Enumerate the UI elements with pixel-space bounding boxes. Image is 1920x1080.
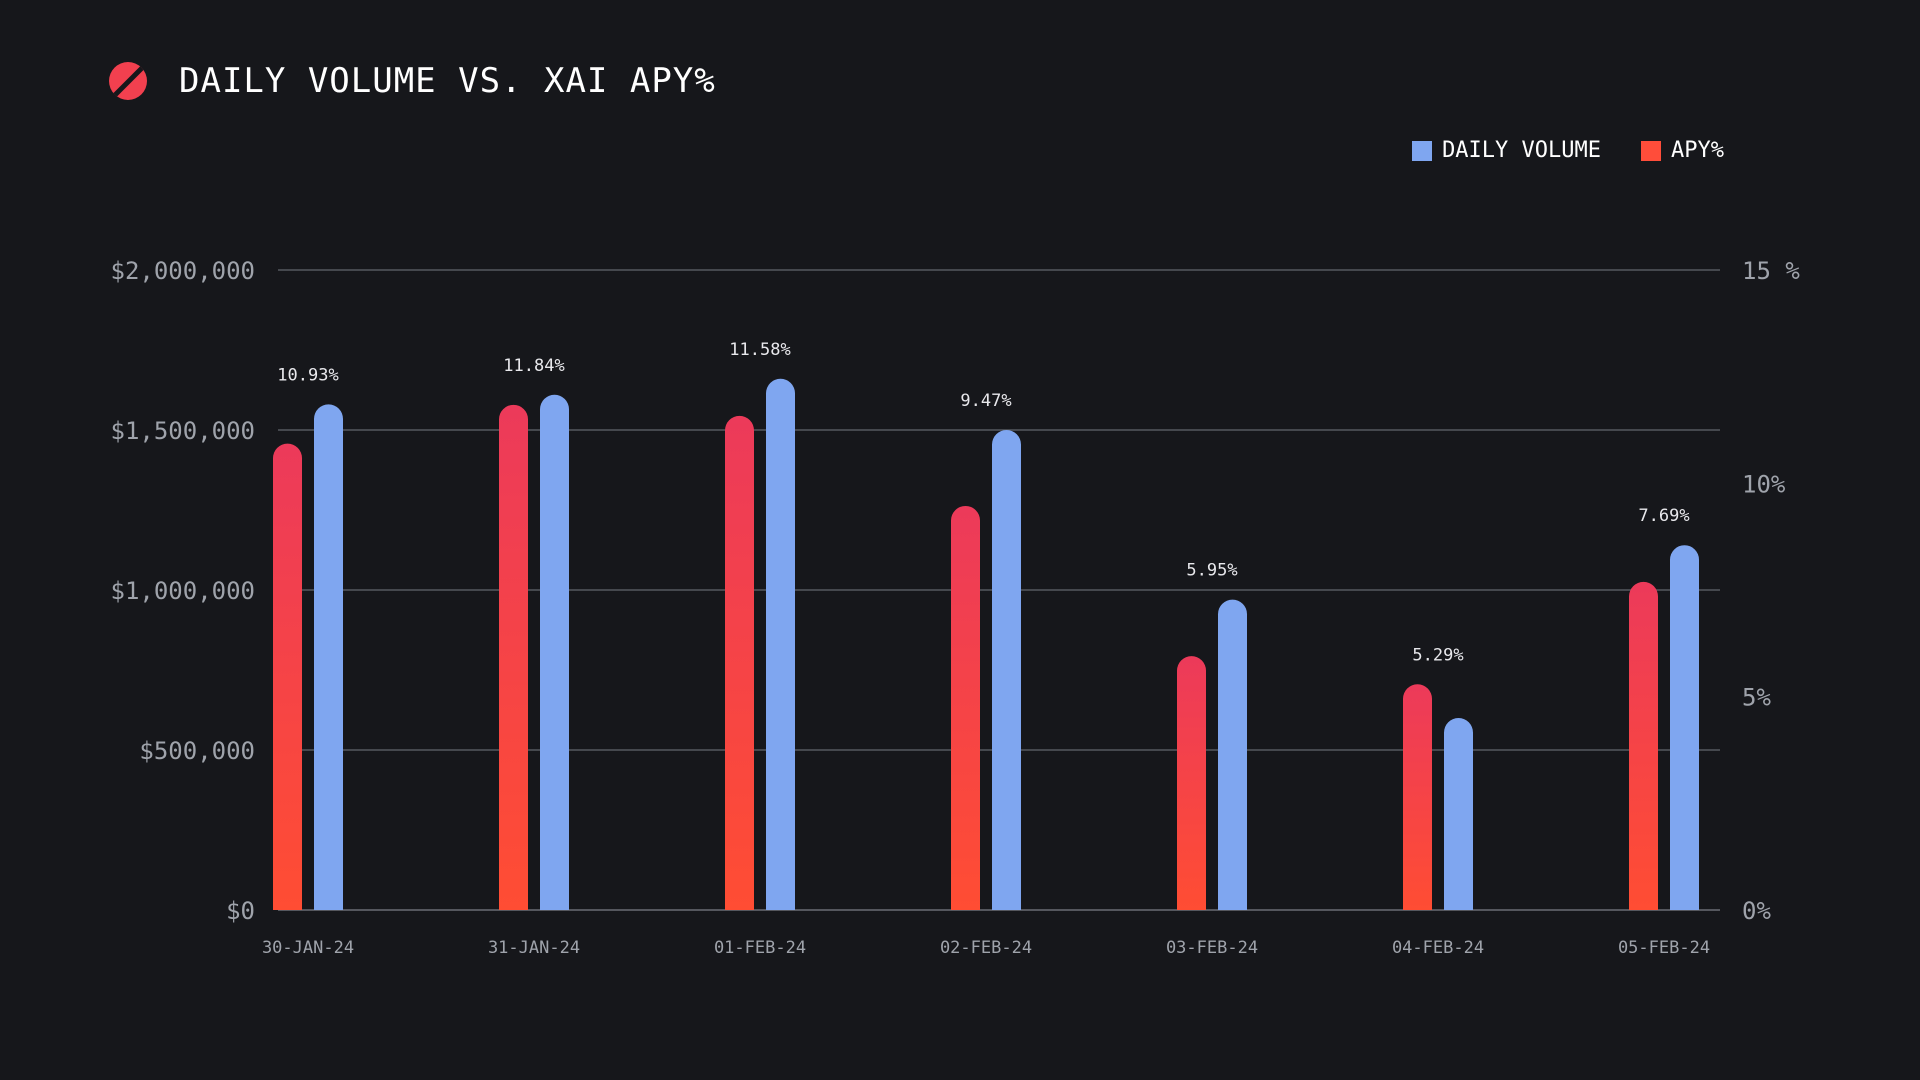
legend-item-apy[interactable]: APY% xyxy=(1641,138,1724,163)
volume-bar xyxy=(992,430,1021,910)
volume-bar xyxy=(1444,718,1473,910)
x-tick-label: 31-JAN-24 xyxy=(488,938,580,958)
y-left-tick-label: $2,000,000 xyxy=(111,257,256,285)
x-tick-label: 03-FEB-24 xyxy=(1166,938,1258,958)
apy-data-label: 9.47% xyxy=(960,391,1011,411)
y-right-tick-label: 10% xyxy=(1742,470,1786,498)
apy-bar xyxy=(499,404,528,910)
x-tick-label: 30-JAN-24 xyxy=(262,938,354,958)
legend-swatch-daily-volume xyxy=(1412,140,1433,161)
y-left-tick-label: $500,000 xyxy=(139,737,255,765)
volume-bar xyxy=(1670,545,1699,910)
slash-circle-icon xyxy=(109,62,147,100)
chart-legend: DAILY VOLUME APY% xyxy=(1412,138,1724,163)
apy-bar xyxy=(951,505,980,910)
x-tick-label: 02-FEB-24 xyxy=(940,938,1032,958)
apy-bar xyxy=(1629,581,1658,910)
legend-label-daily-volume: DAILY VOLUME xyxy=(1442,138,1602,163)
volume-bar xyxy=(1218,599,1247,910)
apy-bar xyxy=(725,415,754,910)
apy-data-label: 10.93% xyxy=(277,365,338,385)
x-tick-label: 04-FEB-24 xyxy=(1392,938,1484,958)
y-left-tick-label: $1,000,000 xyxy=(111,577,256,605)
apy-bar xyxy=(1403,684,1432,910)
x-tick-label: 05-FEB-24 xyxy=(1618,938,1710,958)
apy-bar xyxy=(273,443,302,910)
chart-header: DAILY VOLUME VS. XAI APY% xyxy=(109,56,716,106)
apy-data-label: 11.84% xyxy=(503,356,564,376)
apy-data-label: 7.69% xyxy=(1638,506,1689,526)
legend-item-daily-volume[interactable]: DAILY VOLUME xyxy=(1412,138,1601,163)
volume-bar xyxy=(540,394,569,910)
y-right-tick-label: 5% xyxy=(1742,684,1771,712)
x-tick-label: 01-FEB-24 xyxy=(714,938,806,958)
y-left-tick-label: $0 xyxy=(226,897,255,925)
apy-data-label: 11.58% xyxy=(729,340,790,360)
volume-bar xyxy=(766,378,795,910)
y-right-tick-label: 15 % xyxy=(1742,257,1800,285)
y-right-tick-label: 0% xyxy=(1742,897,1771,925)
apy-data-label: 5.95% xyxy=(1186,561,1237,581)
volume-bar xyxy=(314,404,343,910)
chart-title: DAILY VOLUME VS. XAI APY% xyxy=(179,61,716,101)
apy-data-label: 5.29% xyxy=(1412,645,1463,665)
apy-bar xyxy=(1177,656,1206,910)
y-left-tick-label: $1,500,000 xyxy=(111,417,256,445)
legend-swatch-apy xyxy=(1641,140,1662,161)
legend-label-apy: APY% xyxy=(1671,138,1724,163)
